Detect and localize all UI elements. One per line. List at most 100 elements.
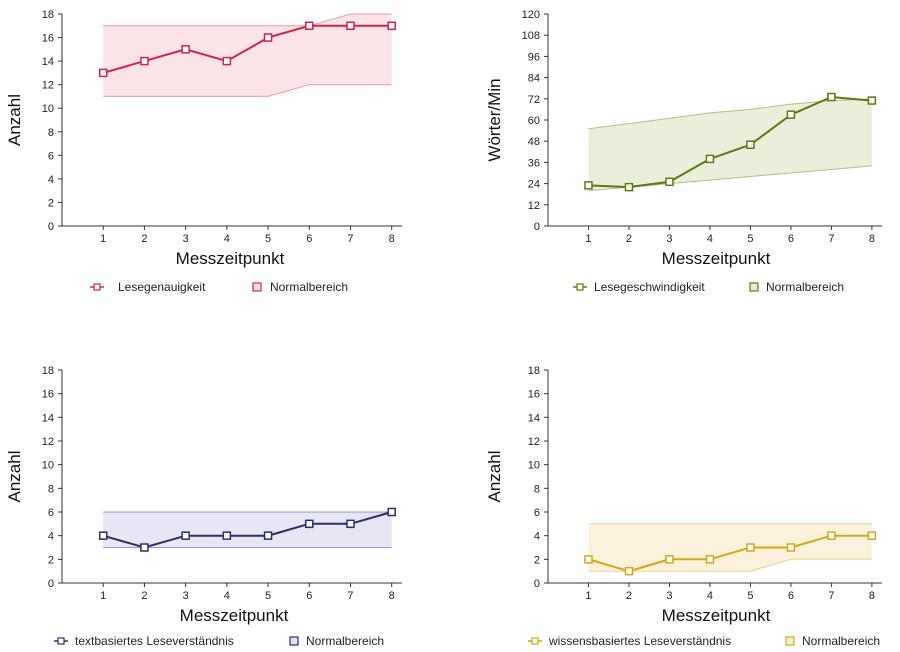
y-axis-label: Anzahl — [5, 451, 24, 503]
x-tick-label: 1 — [100, 233, 106, 245]
y-tick-label: 0 — [48, 221, 54, 233]
x-tick-label: 3 — [183, 233, 189, 245]
data-point — [786, 543, 796, 552]
legend-band-swatch — [289, 636, 299, 646]
y-tick-label: 108 — [522, 30, 540, 42]
legend: Lesegenauigkeit Normalbereich — [90, 280, 348, 294]
data-point — [181, 45, 190, 54]
data-point — [346, 519, 355, 529]
y-tick-label: 10 — [42, 103, 54, 115]
band-upper-line — [588, 98, 872, 130]
data-point — [305, 519, 314, 529]
x-tick-label: 7 — [347, 590, 353, 602]
series-line — [102, 24, 392, 74]
x-tick-label: 8 — [389, 233, 395, 245]
legend-label-series: wissensbasiertes Leseverständnis — [548, 634, 731, 648]
legend-label-band: Normalbereich — [802, 634, 880, 648]
x-tick-label: 7 — [828, 590, 834, 602]
legend-square-marker — [531, 637, 539, 645]
y-tick-label: 14 — [42, 56, 54, 68]
data-point — [867, 96, 877, 105]
data-point — [98, 68, 108, 78]
y-tick-label: 16 — [42, 389, 54, 401]
y-axis-label: Anzahl — [485, 451, 504, 503]
legend-square-marker — [93, 283, 101, 291]
x-tick-label: 2 — [141, 233, 147, 245]
data-point — [346, 21, 355, 31]
legend-label-band: Normalbereich — [766, 280, 844, 294]
legend-square-marker — [57, 637, 65, 645]
y-axis-label: Anzahl — [5, 94, 24, 146]
x-tick-label: 7 — [828, 233, 834, 245]
y-tick-label: 18 — [42, 9, 54, 21]
x-tick-label: 5 — [265, 590, 271, 602]
y-tick-label: 84 — [528, 73, 540, 85]
y-tick-label: 2 — [534, 554, 540, 566]
x-tick-label: 2 — [626, 590, 632, 602]
data-point — [140, 56, 149, 66]
y-tick-label: 96 — [528, 51, 540, 63]
y-tick-label: 2 — [48, 197, 54, 209]
x-tick-label: 6 — [306, 233, 312, 245]
legend-label-series: Lesegenauigkeit — [118, 280, 206, 294]
data-point — [827, 92, 836, 102]
series-line — [588, 95, 872, 189]
y-tick-label: 6 — [48, 507, 54, 519]
legend-square-marker — [576, 283, 584, 291]
x-tick-label: 3 — [183, 590, 189, 602]
y-tick-label: 12 — [528, 436, 540, 448]
legend: wissensbasiertes Leseverständnis Normalbe… — [528, 634, 880, 648]
data-point — [222, 531, 232, 540]
data-point — [746, 140, 755, 149]
data-point — [624, 566, 634, 576]
x-tick-label: 6 — [788, 590, 794, 602]
legend-label-series: textbasiertes Leseverständnis — [75, 634, 234, 648]
y-tick-label: 4 — [534, 531, 540, 543]
x-tick-label: 2 — [141, 590, 147, 602]
data-point — [705, 154, 715, 164]
data-point — [746, 543, 755, 552]
x-tick-label: 1 — [585, 590, 591, 602]
data-point — [665, 555, 674, 564]
y-tick-label: 2 — [48, 554, 54, 566]
y-tick-label: 6 — [48, 150, 54, 162]
y-tick-label: 4 — [48, 531, 54, 543]
x-tick-label: 7 — [347, 233, 353, 245]
y-tick-label: 12 — [528, 200, 540, 212]
x-tick-label: 4 — [224, 233, 230, 245]
y-tick-label: 14 — [528, 412, 540, 424]
y-tick-label: 8 — [534, 483, 540, 495]
y-tick-label: 24 — [528, 179, 540, 191]
legend-label-band: Normalbereich — [270, 280, 348, 294]
band-upper-line — [103, 13, 392, 27]
data-point — [867, 531, 877, 540]
y-tick-label: 8 — [48, 127, 54, 139]
y-tick-label: 8 — [48, 483, 54, 495]
y-tick-label: 18 — [528, 365, 540, 377]
data-point — [665, 177, 674, 187]
y-tick-label: 48 — [528, 136, 540, 148]
legend-band-swatch — [252, 282, 262, 292]
x-axis-label: Messzeitpunkt — [176, 249, 285, 268]
y-tick-label: 14 — [42, 412, 54, 424]
y-tick-label: 12 — [42, 80, 54, 92]
legend: Lesegeschwindigkeit Normalbereich — [573, 280, 844, 294]
legend-label-series: Lesegeschwindigkeit — [594, 280, 705, 294]
y-tick-label: 0 — [48, 578, 54, 590]
legend: textbasiertes Leseverständnis Normalberei… — [54, 634, 384, 648]
y-tick-label: 12 — [42, 436, 54, 448]
x-tick-label: 6 — [306, 590, 312, 602]
x-axis-label: Messzeitpunkt — [662, 249, 771, 268]
series-line — [588, 534, 872, 573]
y-tick-label: 4 — [48, 174, 54, 186]
y-tick-label: 10 — [42, 460, 54, 472]
data-point — [584, 555, 593, 564]
data-point — [263, 33, 273, 42]
y-tick-label: 60 — [528, 115, 540, 127]
x-axis-label: Messzeitpunkt — [662, 606, 771, 625]
data-point — [624, 182, 634, 192]
y-tick-label: 36 — [528, 157, 540, 169]
x-tick-label: 5 — [265, 233, 271, 245]
data-point — [98, 531, 108, 540]
